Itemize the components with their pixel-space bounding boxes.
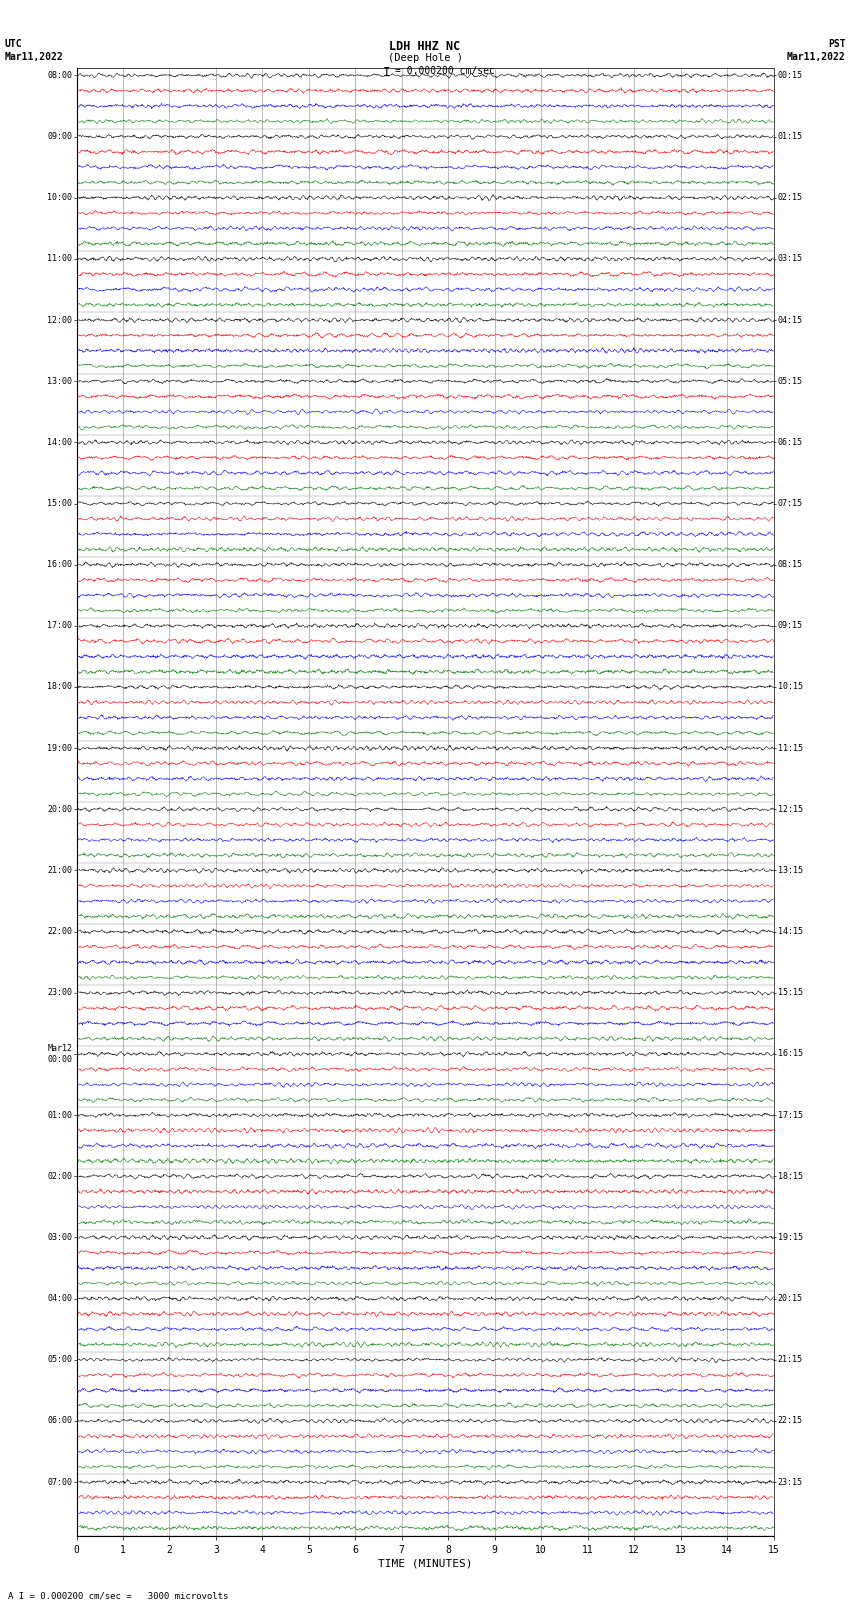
- Text: LDH HHZ NC: LDH HHZ NC: [389, 40, 461, 53]
- Text: Mar11,2022: Mar11,2022: [787, 52, 846, 61]
- Text: I: I: [383, 66, 390, 79]
- Text: = 0.000200 cm/sec: = 0.000200 cm/sec: [395, 66, 495, 76]
- Text: UTC: UTC: [4, 39, 22, 48]
- Text: (Deep Hole ): (Deep Hole ): [388, 53, 462, 63]
- Text: A I = 0.000200 cm/sec =   3000 microvolts: A I = 0.000200 cm/sec = 3000 microvolts: [8, 1590, 229, 1600]
- X-axis label: TIME (MINUTES): TIME (MINUTES): [377, 1558, 473, 1569]
- Text: PST: PST: [828, 39, 846, 48]
- Text: Mar11,2022: Mar11,2022: [4, 52, 63, 61]
